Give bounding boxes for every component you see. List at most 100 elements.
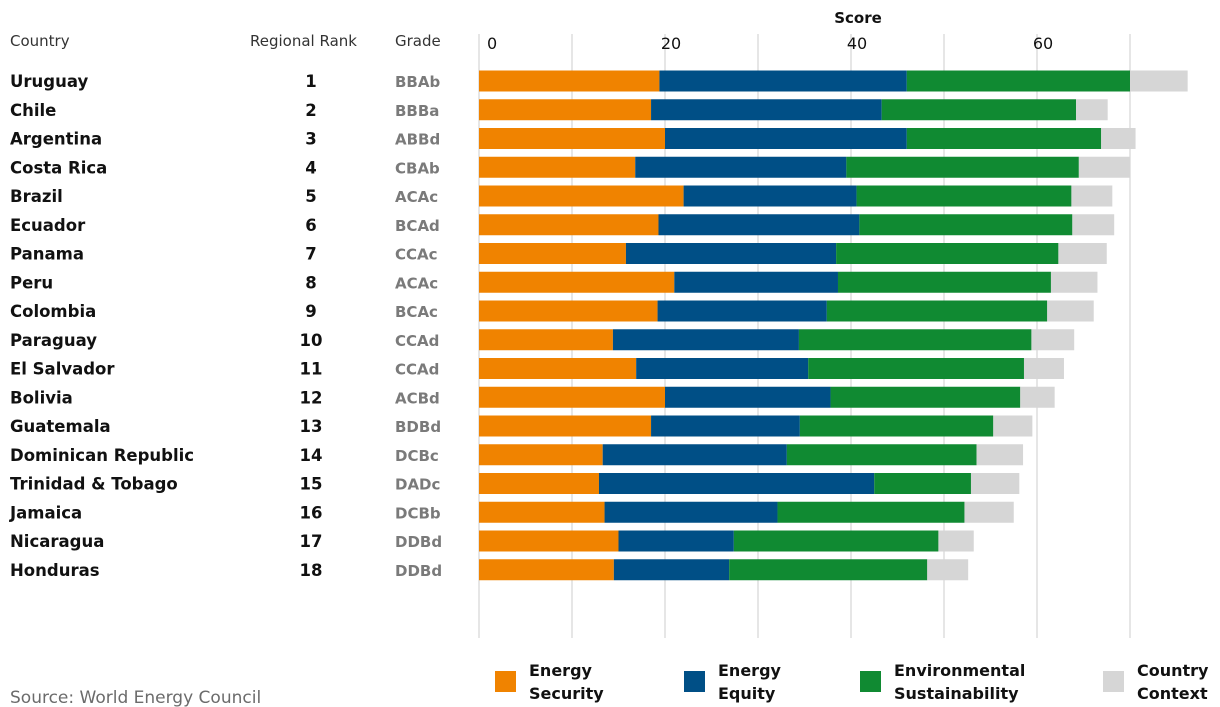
bar-environmental-sustainability <box>846 156 1079 178</box>
source-note: Source: World Energy Council <box>10 688 261 707</box>
bar-energy-equity <box>658 214 860 236</box>
country-label: Costa Rica <box>10 158 107 177</box>
grade-label: DDBd <box>395 533 442 551</box>
legend-label-line1: Country <box>1137 661 1209 680</box>
country-row: Honduras 18 DDBd <box>10 559 969 581</box>
bar-energy-security <box>479 559 614 581</box>
bar-energy-security <box>479 214 659 236</box>
bar-environmental-sustainability <box>836 243 1059 264</box>
bar-environmental-sustainability <box>777 501 965 523</box>
bar-energy-equity <box>683 185 857 207</box>
country-label: Dominican Republic <box>10 446 194 465</box>
bar-energy-equity <box>613 559 730 581</box>
country-label: Ecuador <box>10 216 86 235</box>
bar-energy-security <box>479 501 605 523</box>
bar-environmental-sustainability <box>906 128 1102 149</box>
bar-country-context <box>1031 329 1075 351</box>
rank-label: 7 <box>305 245 316 264</box>
rank-label: 3 <box>305 130 316 149</box>
legend-item: Country Context <box>1103 661 1209 703</box>
grade-label: DCBc <box>395 447 439 465</box>
bar-energy-equity <box>659 70 907 92</box>
country-label: Nicaragua <box>10 532 104 551</box>
country-label: Argentina <box>10 130 102 149</box>
grade-label: DCBb <box>395 504 441 522</box>
bar-country-context <box>1076 99 1108 121</box>
bar-country-context <box>993 415 1033 437</box>
grade-label: ABBd <box>395 131 440 149</box>
bar-country-context <box>1078 156 1130 178</box>
bar-energy-equity <box>651 99 882 121</box>
x-tick-label: 0 <box>487 34 497 53</box>
grade-label: BCAc <box>395 303 438 321</box>
country-label: Colombia <box>10 302 96 321</box>
bar-environmental-sustainability <box>799 415 994 437</box>
bar-country-context <box>1101 128 1136 149</box>
country-row: Dominican Republic 14 DCBc <box>10 444 1024 466</box>
country-header: Country <box>10 32 70 50</box>
country-label: Peru <box>10 273 53 292</box>
bar-energy-equity <box>618 530 734 552</box>
bar-energy-security <box>479 530 619 552</box>
x-tick-labels: 0 20 40 60 <box>487 34 1053 53</box>
bar-environmental-sustainability <box>906 70 1130 92</box>
country-row: El Salvador 11 CCAd <box>10 358 1064 379</box>
rank-label: 8 <box>305 273 316 292</box>
column-headers: Country Regional Rank Grade Score <box>10 9 882 50</box>
country-row: Peru 8 ACAc <box>10 271 1098 293</box>
bar-country-context <box>970 473 1020 494</box>
legend-label-line1: Environmental <box>894 661 1025 680</box>
country-label: Jamaica <box>9 503 82 522</box>
grade-label: BBBa <box>395 102 439 120</box>
bar-country-context <box>1023 358 1064 379</box>
bar-environmental-sustainability <box>729 559 928 581</box>
legend-label-line2: Equity <box>718 684 776 703</box>
bar-environmental-sustainability <box>856 185 1072 207</box>
bar-country-context <box>964 501 1014 523</box>
x-tick-label: 60 <box>1033 34 1053 53</box>
bar-country-context <box>1058 243 1107 264</box>
bar-energy-security <box>479 329 613 351</box>
bar-energy-security <box>479 70 660 92</box>
legend-item: Energy Security <box>495 661 604 703</box>
bar-energy-security <box>479 444 603 466</box>
bar-environmental-sustainability <box>733 530 939 552</box>
country-row: Panama 7 CCAc <box>10 243 1107 264</box>
bar-energy-security <box>479 300 658 322</box>
country-row: Jamaica 16 DCBb <box>9 501 1014 523</box>
grade-label: ACBd <box>395 389 440 407</box>
grade-label: CCAd <box>395 361 439 379</box>
rank-label: 4 <box>305 158 316 177</box>
country-row: Argentina 3 ABBd <box>10 128 1136 149</box>
bar-energy-equity <box>625 243 837 264</box>
bar-energy-equity <box>635 156 847 178</box>
country-label: Paraguay <box>10 331 97 350</box>
bar-environmental-sustainability <box>826 300 1048 322</box>
legend-swatch <box>1103 671 1124 692</box>
country-row: Paraguay 10 CCAd <box>10 329 1075 351</box>
rank-label: 17 <box>300 532 323 551</box>
bar-energy-security <box>479 185 684 207</box>
bar-energy-security <box>479 99 652 121</box>
country-row: Trinidad & Tobago 15 DADc <box>10 473 1020 494</box>
bar-environmental-sustainability <box>837 271 1051 293</box>
rank-label: 16 <box>300 503 323 522</box>
country-row: Nicaragua 17 DDBd <box>10 530 974 552</box>
legend-label-line2: Sustainability <box>894 684 1019 703</box>
country-label: Honduras <box>10 561 100 580</box>
country-row: Colombia 9 BCAc <box>10 300 1094 322</box>
bar-energy-equity <box>665 128 907 149</box>
bar-country-context <box>1130 70 1188 92</box>
legend-label-line2: Security <box>529 684 604 703</box>
x-tick-label: 20 <box>661 34 681 53</box>
bar-energy-equity <box>598 473 875 494</box>
country-row: Brazil 5 ACAc <box>10 185 1113 207</box>
legend-swatch <box>860 671 881 692</box>
bar-energy-security <box>479 243 626 264</box>
grade-label: ACAc <box>395 188 438 206</box>
rows: Uruguay 1 BBAb Chile 2 BBBa Argentina 3 ABBd Cost… <box>9 70 1188 581</box>
grade-label: DADc <box>395 476 440 494</box>
bar-country-context <box>938 530 974 552</box>
rank-label: 15 <box>300 475 323 494</box>
